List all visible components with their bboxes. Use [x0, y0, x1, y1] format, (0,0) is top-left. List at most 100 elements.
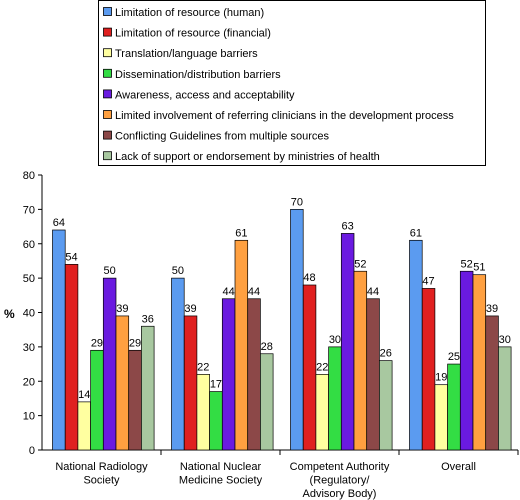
- legend-swatch: [103, 7, 112, 16]
- legend-swatch: [103, 27, 112, 37]
- bar: [447, 363, 461, 451]
- bar: [77, 401, 91, 451]
- bar: [302, 284, 317, 451]
- data-label: 61: [410, 227, 422, 239]
- data-label: 44: [367, 286, 379, 298]
- y-axis-label: %: [4, 307, 15, 321]
- x-category-label: Medicine Society: [179, 475, 263, 487]
- data-label: 39: [184, 303, 196, 315]
- bar: [328, 346, 342, 451]
- legend-frame: [98, 0, 486, 166]
- bar: [340, 233, 355, 451]
- data-label: 52: [354, 258, 366, 270]
- bar: [366, 298, 380, 451]
- bar: [498, 346, 512, 451]
- legend-swatch: [103, 48, 112, 58]
- y-tick-label: 30: [23, 342, 35, 354]
- bar: [485, 315, 499, 451]
- legend-swatch: [103, 130, 112, 140]
- data-label: 51: [473, 262, 485, 274]
- data-label: 25: [448, 351, 460, 363]
- bar: [260, 353, 274, 451]
- legend-label: Limited involvement of referring clinici…: [115, 110, 454, 122]
- legend-swatch: [103, 68, 112, 78]
- bar: [183, 315, 198, 451]
- bar: [90, 349, 104, 451]
- data-label: 17: [210, 379, 222, 391]
- data-label: 64: [53, 217, 65, 229]
- data-label: 39: [116, 303, 128, 315]
- data-label: 28: [261, 341, 273, 353]
- data-label: 50: [104, 265, 116, 277]
- data-label: 19: [435, 372, 447, 384]
- y-tick-label: 80: [23, 170, 35, 182]
- data-label: 47: [422, 275, 434, 287]
- bar: [315, 374, 329, 451]
- x-category-label: Advisory Body): [303, 488, 377, 500]
- x-category-label: National Radiology: [55, 461, 148, 473]
- legend-label: Translation/language barriers: [115, 48, 258, 60]
- data-label: 39: [486, 303, 498, 315]
- bar: [64, 264, 79, 451]
- legend-label: Dissemination/distribution barriers: [115, 69, 281, 81]
- legend-label: Conflicting Guidelines from multiple sou…: [115, 131, 329, 143]
- legend-swatch: [103, 110, 112, 119]
- bar: [353, 270, 368, 451]
- data-label: 44: [223, 286, 235, 298]
- data-label: 30: [329, 334, 341, 346]
- data-label: 30: [499, 334, 511, 346]
- x-category-label: (Regulatory/: [310, 475, 371, 487]
- bar: [409, 239, 423, 451]
- bar: [128, 349, 142, 451]
- legend-swatch: [103, 89, 112, 99]
- bar: [52, 229, 66, 451]
- data-label: 14: [78, 389, 90, 401]
- legend: Limitation of resource (human) Limitation…: [98, 0, 486, 166]
- data-label: 50: [172, 265, 184, 277]
- legend-label: Limitation of resource (financial): [115, 28, 271, 40]
- x-category-label: Society: [83, 475, 120, 487]
- data-label: 29: [129, 337, 141, 349]
- data-label: 54: [65, 251, 77, 263]
- y-tick-label: 40: [23, 308, 35, 320]
- y-tick-label: 60: [23, 239, 35, 251]
- bar: [102, 277, 117, 451]
- bar: [141, 325, 155, 451]
- bar: [115, 315, 130, 451]
- data-label: 70: [291, 196, 303, 208]
- y-tick-label: 20: [23, 376, 35, 388]
- bar: [290, 209, 304, 451]
- legend-swatch: [103, 151, 112, 161]
- y-tick-label: 10: [23, 411, 35, 423]
- data-label: 29: [91, 337, 103, 349]
- legend-label: Limitation of resource (human): [115, 7, 264, 19]
- bar: [421, 288, 436, 451]
- y-tick-label: 50: [23, 273, 35, 285]
- data-label: 26: [380, 348, 392, 360]
- bar: [379, 360, 393, 451]
- data-label: 61: [235, 227, 247, 239]
- bar: [247, 298, 261, 451]
- y-tick-label: 0: [29, 445, 35, 457]
- data-label: 63: [342, 220, 354, 232]
- data-label: 44: [248, 286, 260, 298]
- bar: [209, 391, 223, 451]
- data-label: 36: [142, 313, 154, 325]
- x-category-label: Overall: [441, 461, 476, 473]
- bar: [459, 270, 474, 451]
- data-label: 22: [197, 361, 209, 373]
- y-tick-label: 70: [23, 204, 35, 216]
- data-label: 48: [303, 272, 315, 284]
- bar: [221, 298, 236, 451]
- bar: [472, 274, 487, 451]
- bar: [434, 384, 448, 451]
- data-label: 52: [461, 258, 473, 270]
- legend-label: Awareness, access and acceptability: [115, 89, 295, 101]
- x-category-label: Competent Authority: [290, 461, 390, 473]
- bar: [171, 277, 185, 451]
- data-label: 22: [316, 361, 328, 373]
- legend-label: Lack of support or endorsement by minist…: [115, 151, 380, 163]
- bar: [196, 374, 210, 451]
- bar: [234, 239, 249, 451]
